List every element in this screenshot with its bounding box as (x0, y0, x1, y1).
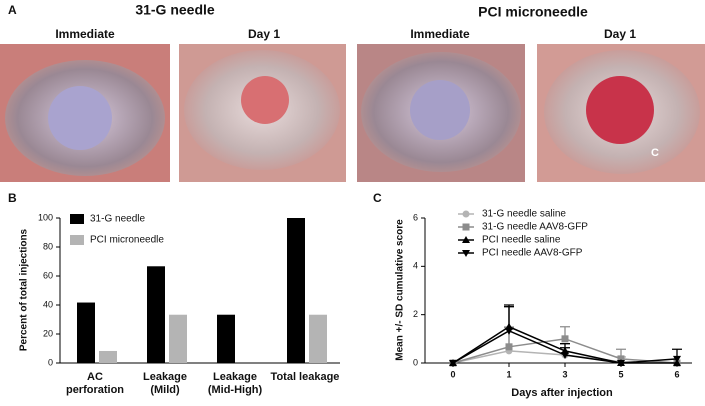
pupil (48, 86, 112, 150)
bar (309, 314, 327, 363)
x-tick-label-line: (Mid-High) (208, 384, 263, 396)
x-tick-label: 6 (674, 369, 679, 379)
y-tick-label: 40 (43, 299, 53, 309)
column-title: Day 1 (604, 27, 636, 41)
x-axis-label: Days after injection (511, 387, 613, 399)
legend-marker (462, 250, 470, 257)
legend-label: 31-G needle AAV8-GFP (482, 222, 588, 233)
y-tick-label: 20 (43, 328, 53, 338)
y-tick-label: 100 (38, 212, 53, 222)
y-tick-label: 80 (43, 241, 53, 251)
bar (217, 314, 235, 363)
legend-swatch (70, 235, 84, 245)
marker (505, 327, 513, 335)
legend-label: PCI needle saline (482, 235, 561, 246)
panel-label: B (8, 191, 17, 205)
marker (617, 355, 625, 363)
marker (505, 343, 513, 351)
x-tick-label-line: AC (87, 371, 103, 383)
legend-label: PCI needle AAV8-GFP (482, 248, 583, 259)
legend-swatch (70, 214, 84, 224)
panel-label: C (373, 191, 382, 205)
x-tick-label: AC perforation (66, 371, 124, 396)
x-tick-label: Total leakage (271, 371, 340, 383)
x-tick-label: 1 (506, 369, 511, 379)
group-title: PCI microneedle (478, 4, 588, 20)
pupil (410, 80, 470, 140)
y-tick-label: 6 (413, 212, 418, 222)
x-tick-label-line: perforation (66, 384, 124, 396)
bar (287, 218, 305, 363)
marker (449, 360, 457, 367)
photo-mark: C (651, 147, 659, 159)
error-bar (504, 306, 514, 331)
x-tick-label: Leakage (Mild) (143, 371, 187, 396)
legend-label: 31-G needle (90, 214, 145, 225)
legend-label: PCI microneedle (90, 235, 164, 246)
marker (561, 352, 569, 360)
group-title: 31-G needle (135, 2, 215, 18)
photos (0, 44, 705, 182)
x-tick-label: 3 (562, 369, 567, 379)
bar (169, 314, 187, 363)
y-tick-label: 2 (413, 309, 418, 319)
x-tick-label: 5 (618, 369, 623, 379)
x-tick-label: 0 (450, 369, 455, 379)
legend-marker (462, 236, 470, 243)
column-title: Day 1 (248, 27, 280, 41)
y-tick-label: 0 (413, 357, 418, 367)
column-title: Immediate (55, 27, 115, 41)
legend-marker (462, 223, 470, 231)
column-title: Immediate (410, 27, 470, 41)
marker (561, 335, 569, 343)
y-tick-label: 4 (413, 261, 418, 271)
bar (147, 266, 165, 363)
y-tick-label: 0 (48, 357, 53, 367)
panel-label: A (8, 3, 17, 17)
bar (77, 302, 95, 363)
y-axis-label: Percent of total injections (19, 228, 30, 351)
marker (617, 360, 625, 367)
x-tick-label: Leakage (Mid-High) (208, 371, 263, 396)
pupil (586, 76, 654, 144)
y-tick-label: 60 (43, 270, 53, 280)
marker (673, 355, 681, 363)
x-tick-label-line: Leakage (143, 371, 187, 383)
legend-marker (462, 210, 470, 218)
bar (99, 350, 117, 363)
y-axis-label: Mean +/- SD cumulative score (395, 219, 406, 361)
x-tick-label-line: Total leakage (271, 371, 340, 383)
pupil (241, 76, 289, 124)
x-tick-label-line: Leakage (213, 371, 257, 383)
legend-label: 31-G needle saline (482, 209, 566, 220)
x-tick-label-line: (Mild) (150, 384, 180, 396)
